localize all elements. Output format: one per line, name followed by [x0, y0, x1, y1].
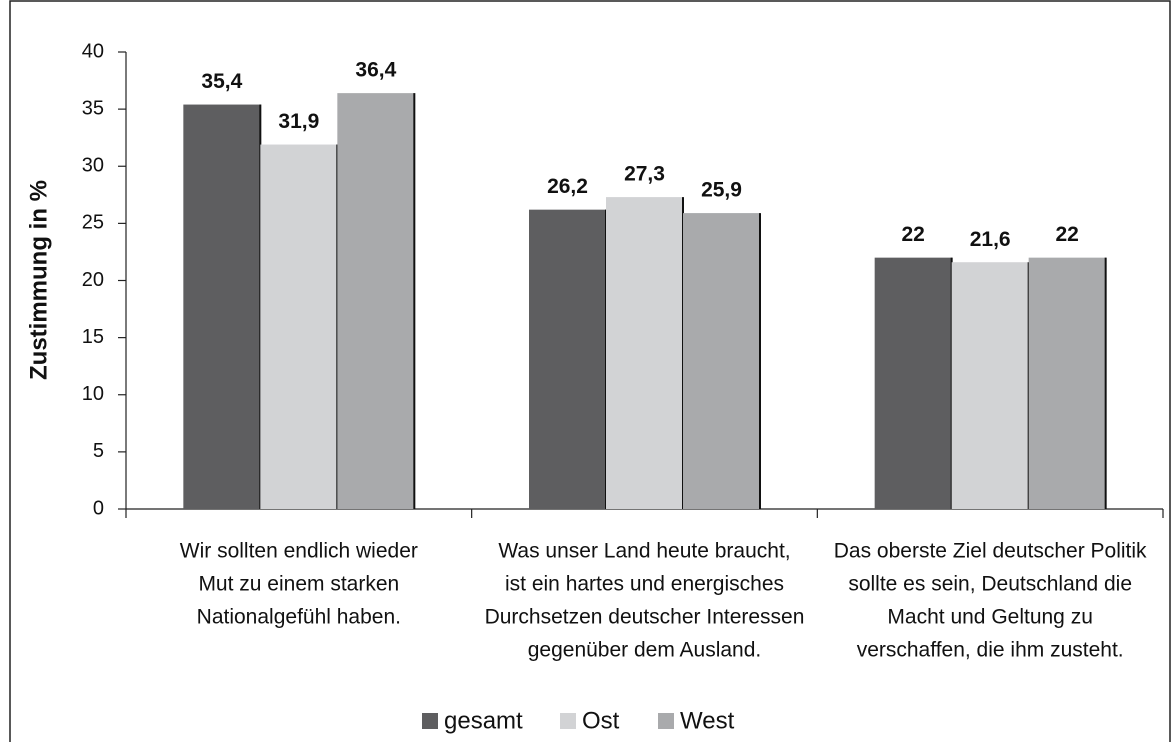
bar	[260, 144, 338, 510]
x-tick-label: Was unser Land heute braucht,	[498, 540, 790, 563]
x-tick-label: gegenüber dem Ausland.	[528, 639, 762, 662]
bar	[951, 262, 1029, 509]
legend-label: Ost	[582, 707, 620, 734]
bar	[1028, 257, 1106, 509]
y-tick-label: 35	[82, 97, 104, 119]
frame	[9, 0, 1171, 747]
x-tick-label: Durchsetzen deutscher Interessen	[485, 606, 805, 629]
x-tick-label: Macht und Geltung zu	[887, 606, 1092, 629]
x-tick-label: ist ein hartes und energisches	[505, 573, 784, 596]
value-label: 21,6	[970, 228, 1011, 251]
x-tick-label: Mut zu einem starken	[198, 573, 399, 596]
x-tick-label: sollte es sein, Deutschland die	[848, 573, 1132, 596]
y-tick-label: 15	[82, 326, 104, 348]
y-tick-label: 20	[82, 269, 104, 291]
y-tick-label: 30	[82, 155, 104, 177]
x-tick-label: verschaffen, die ihm zusteht.	[857, 639, 1124, 662]
y-axis-label: Zustimmung in %	[25, 180, 52, 380]
value-label: 22	[901, 223, 924, 246]
y-tick-label: 40	[82, 40, 104, 62]
x-tick-label: Wir sollten endlich wieder	[180, 540, 418, 563]
bar	[683, 213, 760, 509]
legend-swatch	[422, 713, 438, 729]
value-label: 36,4	[355, 59, 396, 82]
value-label: 31,9	[278, 110, 319, 133]
y-tick-label: 25	[82, 212, 104, 234]
value-label: 25,9	[701, 179, 742, 202]
bar	[874, 257, 952, 509]
legend-label: West	[680, 707, 735, 734]
bar	[337, 93, 415, 509]
x-tick-label: Nationalgefühl haben.	[197, 606, 401, 629]
value-label: 22	[1055, 223, 1078, 246]
bar	[183, 104, 261, 510]
legend-swatch	[658, 713, 674, 729]
y-tick-label: 0	[93, 497, 104, 519]
bar	[529, 209, 606, 510]
bar	[606, 197, 683, 509]
value-label: 27,3	[624, 163, 665, 186]
y-tick-label: 5	[93, 440, 104, 462]
value-label: 35,4	[201, 70, 242, 93]
value-label: 26,2	[547, 175, 588, 198]
legend-label: gesamt	[444, 707, 523, 734]
y-tick-label: 10	[82, 383, 104, 405]
x-tick-label: Das oberste Ziel deutscher Politik	[834, 540, 1147, 563]
legend-swatch	[560, 713, 576, 729]
